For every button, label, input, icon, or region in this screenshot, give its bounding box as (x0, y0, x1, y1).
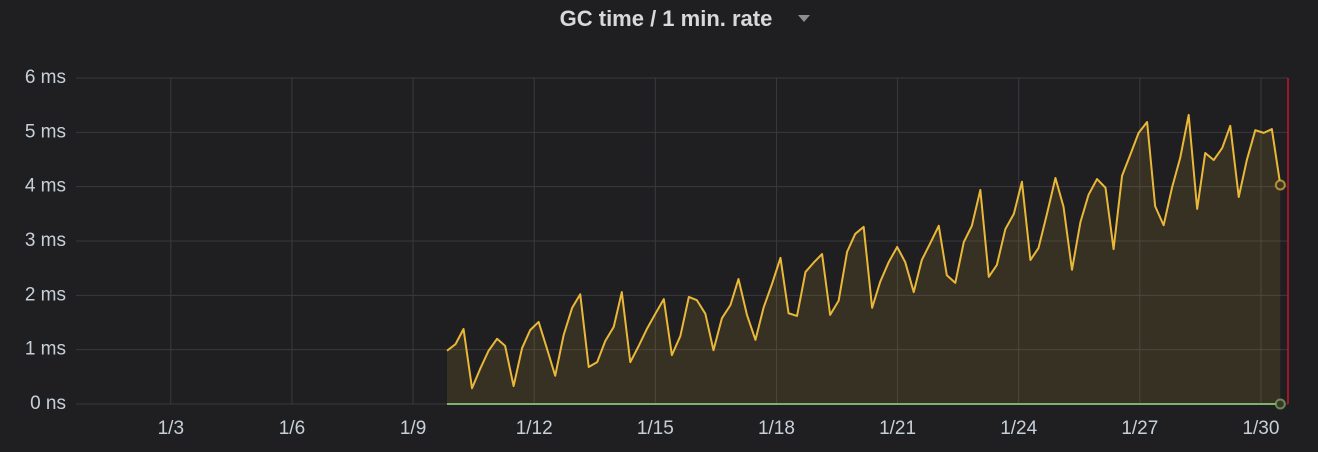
plot-area (446, 113, 1286, 410)
y-tick-label: 3 ms (25, 230, 66, 251)
grid (76, 77, 1288, 405)
series-line (446, 113, 1282, 390)
x-tick-label: 1/27 (1121, 418, 1158, 439)
y-tick-label: 4 ms (25, 176, 66, 197)
x-tick-label: 1/12 (516, 418, 553, 439)
x-tick-label: 1/15 (637, 418, 674, 439)
y-tick-label: 0 ns (30, 393, 66, 414)
x-tick-label: 1/9 (400, 418, 426, 439)
x-tick-label: 1/30 (1242, 418, 1279, 439)
x-tick-label: 1/21 (879, 418, 916, 439)
y-tick-label: 2 ms (25, 284, 66, 305)
y-tick-label: 5 ms (25, 121, 66, 142)
x-tick-label: 1/24 (1000, 418, 1037, 439)
hover-point (1274, 398, 1286, 410)
series-area (446, 114, 1281, 404)
x-tick-label: 1/18 (758, 418, 795, 439)
x-tick-label: 1/6 (279, 418, 305, 439)
dropdown-caret[interactable] (798, 15, 810, 22)
y-tick-label: 6 ms (25, 67, 66, 88)
y-tick-label: 1 ms (25, 339, 66, 360)
hover-point (1274, 179, 1286, 191)
x-tick-label: 1/3 (158, 418, 184, 439)
chart-title[interactable]: GC time / 1 min. rate (560, 6, 773, 31)
